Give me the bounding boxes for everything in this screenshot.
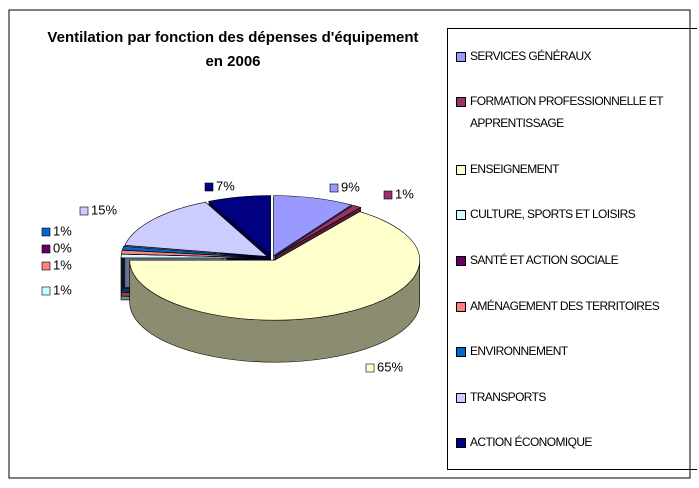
- legend-swatch: [456, 301, 466, 312]
- slice: [121, 246, 267, 258]
- legend-label: ACTION ÉCONOMIQUE: [470, 435, 592, 450]
- data-label: 9%: [341, 179, 360, 194]
- legend: SERVICES GÉNÉRAUX FORMATION PROFESSIONNEL…: [447, 28, 697, 470]
- legend-swatch: [456, 97, 466, 108]
- legend-swatch: [456, 51, 466, 62]
- slice: [129, 211, 421, 321]
- legend-swatch: [456, 347, 466, 358]
- slice: [208, 195, 271, 257]
- legend-item: ENVIRONNEMENT: [456, 340, 697, 362]
- legend-label: ENVIRONNEMENT: [470, 344, 568, 359]
- legend-item: SERVICES GÉNÉRAUX: [456, 45, 697, 67]
- slice: [273, 195, 353, 257]
- data-label: 1%: [395, 186, 414, 201]
- legend-label: CULTURE, SPORTS ET LOISIRS: [470, 207, 636, 222]
- legend-swatch: [456, 255, 466, 266]
- legend-swatch: [456, 210, 466, 221]
- data-label: 1%: [53, 282, 72, 297]
- data-label: 1%: [53, 257, 72, 272]
- legend-item: CULTURE, SPORTS ET LOISIRS: [456, 203, 697, 225]
- legend-swatch: [456, 392, 466, 403]
- legend-label: TRANSPORTS: [470, 389, 546, 404]
- legend-item: SANTÉ ET ACTION SOCIALE: [456, 249, 697, 271]
- data-label: 1%: [53, 223, 72, 238]
- legend-label: SERVICES GÉNÉRAUX: [470, 48, 592, 63]
- legend-item: FORMATION PROFESSIONNELLE ET APPRENTISSA…: [456, 90, 697, 134]
- label-swatch: [41, 261, 51, 271]
- label-swatch: [41, 244, 51, 254]
- data-label: 65%: [377, 359, 403, 374]
- data-label: 0%: [53, 240, 72, 255]
- chart-title: Ventilation par fonction des dépenses d'…: [47, 29, 419, 70]
- data-label: 7%: [216, 178, 235, 193]
- legend-item: ACTION ÉCONOMIQUE: [456, 431, 697, 453]
- label-swatch: [41, 227, 51, 237]
- label-swatch: [79, 206, 89, 216]
- slice: [275, 204, 362, 257]
- label-swatch: [329, 183, 339, 193]
- legend-item: AMÉNAGEMENT DES TERRITOIRES: [456, 295, 697, 317]
- label-swatch: [41, 286, 51, 296]
- legend-swatch: [456, 438, 466, 449]
- label-swatch: [383, 190, 393, 200]
- legend-label: AMÉNAGEMENT DES TERRITOIRES: [470, 298, 660, 313]
- legend-item: ENSEIGNEMENT: [456, 158, 697, 180]
- label-swatch: [365, 363, 375, 373]
- slice: [124, 201, 269, 257]
- label-swatch: [204, 182, 214, 192]
- legend-swatch: [456, 164, 466, 175]
- legend-label: SANTÉ ET ACTION SOCIALE: [470, 252, 619, 267]
- legend-item: TRANSPORTS: [456, 386, 697, 408]
- legend-label: FORMATION PROFESSIONNELLE ET APPRENTISSA…: [470, 94, 663, 131]
- legend-label: ENSEIGNEMENT: [470, 161, 559, 176]
- data-label: 15%: [91, 202, 117, 217]
